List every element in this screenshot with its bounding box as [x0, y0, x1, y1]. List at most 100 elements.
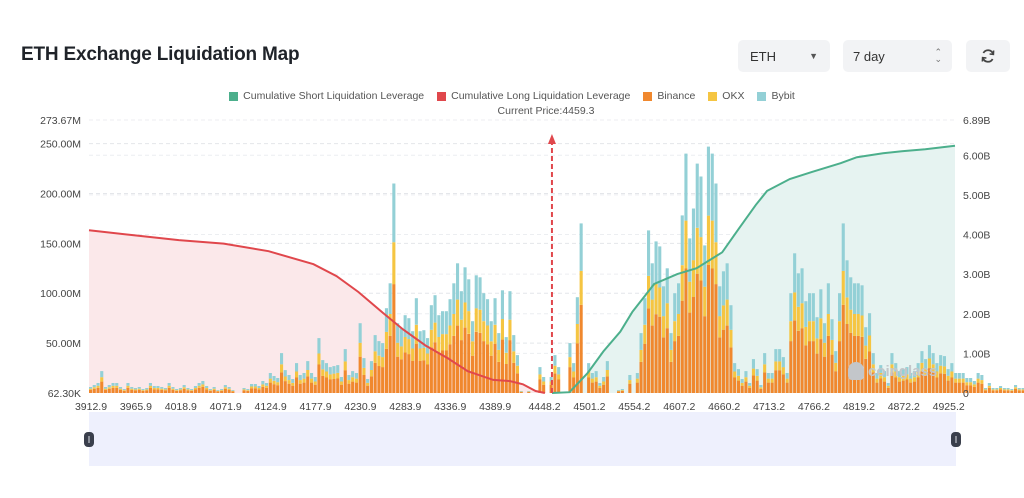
bar-okx	[658, 287, 662, 317]
bar-bybit	[572, 363, 576, 372]
bar-binance	[785, 382, 789, 393]
bar-okx	[504, 352, 508, 364]
bar-binance	[527, 392, 531, 393]
y-right-tick-label: 0	[963, 388, 969, 400]
bar-bybit	[733, 363, 737, 372]
bar-binance	[426, 364, 430, 393]
bar-okx	[759, 387, 763, 389]
bar-okx	[388, 314, 392, 336]
bar-okx	[811, 321, 815, 342]
bar-okx	[695, 227, 699, 274]
bar-bybit	[740, 379, 744, 383]
legend-item-bybit[interactable]: Bybit	[757, 90, 795, 102]
bar-binance	[680, 300, 684, 393]
bar-okx	[905, 374, 909, 380]
bar-binance	[280, 372, 284, 393]
period-select[interactable]: 7 day ⌃ ⌄	[843, 40, 952, 72]
bar-bybit	[774, 349, 778, 362]
bar-bybit	[542, 377, 546, 382]
bar-okx	[148, 385, 152, 388]
bar-okx	[474, 308, 478, 332]
bar-binance	[508, 340, 512, 393]
bar-binance	[122, 390, 126, 393]
bar-bybit	[302, 373, 306, 379]
bar-bybit	[688, 238, 692, 282]
bar-okx	[92, 387, 96, 389]
bar-bybit	[377, 341, 381, 356]
bar-bybit	[276, 378, 280, 383]
bar-binance	[261, 386, 265, 393]
bar-okx	[680, 265, 684, 301]
bar-okx	[987, 385, 991, 388]
bar-binance	[935, 377, 939, 393]
bar-okx	[572, 371, 576, 378]
bar-bybit	[826, 283, 830, 314]
bar-okx	[714, 242, 718, 285]
bar-okx	[961, 378, 965, 383]
bar-okx	[699, 237, 703, 281]
bar-bybit	[437, 315, 441, 337]
y-right-tick-label: 6.89B	[963, 115, 990, 127]
bar-okx	[403, 337, 407, 353]
zoom-slider-track[interactable]	[89, 412, 956, 466]
bar-okx	[351, 377, 355, 382]
bar-okx	[823, 342, 827, 357]
x-tick-label: 4177.9	[299, 401, 331, 413]
bar-binance	[268, 382, 272, 393]
bar-okx	[984, 389, 988, 391]
bar-bybit	[980, 375, 984, 380]
bar-okx	[1006, 389, 1010, 391]
zoom-slider-right-handle[interactable]	[951, 432, 961, 447]
bar-binance	[1017, 390, 1021, 393]
legend-item-okx[interactable]: OKX	[708, 90, 744, 102]
x-tick-label: 4872.2	[888, 401, 920, 413]
bar-bybit	[512, 335, 516, 352]
bar-binance	[208, 390, 212, 393]
y-left-tick-label: 50.00M	[46, 338, 81, 350]
bar-binance	[819, 339, 823, 393]
x-tick-label: 4336.9	[434, 401, 466, 413]
bar-bybit	[280, 353, 284, 365]
bar-bybit	[122, 389, 126, 391]
bar-binance	[384, 348, 388, 393]
legend-item-long[interactable]: Cumulative Long Liquidation Leverage	[437, 90, 630, 102]
bar-bybit	[175, 389, 179, 391]
bar-bybit	[107, 385, 111, 388]
bar-bybit	[946, 369, 950, 376]
bar-bybit	[212, 387, 216, 389]
refresh-button[interactable]	[966, 40, 1010, 72]
bar-bybit	[227, 387, 231, 389]
symbol-select[interactable]: ETH ▼	[738, 40, 830, 72]
bar-binance	[448, 344, 452, 393]
y-left-tick-label: 273.67M	[40, 115, 81, 127]
bar-bybit	[568, 343, 572, 358]
legend-item-binance[interactable]: Binance	[643, 90, 695, 102]
bar-binance	[957, 382, 961, 393]
bar-okx	[512, 351, 516, 363]
bar-okx	[126, 385, 130, 388]
bar-bybit	[680, 215, 684, 266]
bar-okx	[650, 299, 654, 326]
bar-bybit	[703, 245, 707, 287]
y-left-tick-label: 62.30K	[48, 388, 81, 400]
bar-binance	[205, 389, 209, 393]
bar-binance	[811, 341, 815, 393]
current-price-arrow-icon	[547, 134, 556, 144]
bar-bybit	[381, 343, 385, 358]
bar-bybit	[100, 371, 104, 378]
bar-okx	[190, 390, 194, 391]
bar-binance	[729, 347, 733, 393]
bar-binance	[905, 379, 909, 393]
bar-okx	[384, 331, 388, 349]
zoom-slider-left-handle[interactable]	[84, 432, 94, 447]
legend-item-short[interactable]: Cumulative Short Liquidation Leverage	[229, 90, 424, 102]
bar-binance	[688, 312, 692, 393]
bar-bybit	[313, 377, 317, 382]
bar-okx	[793, 292, 797, 321]
bar-okx	[766, 378, 770, 383]
bar-bybit	[789, 293, 793, 322]
bar-okx	[999, 388, 1003, 390]
bar-bybit	[456, 263, 460, 300]
bar-binance	[568, 367, 572, 393]
bar-binance	[755, 380, 759, 393]
